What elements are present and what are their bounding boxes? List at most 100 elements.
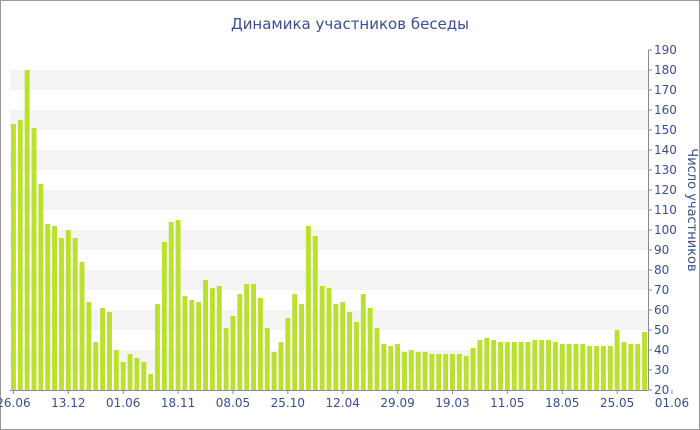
x-tick-label: 18.05 <box>545 396 579 410</box>
bar <box>161 242 167 390</box>
bar <box>189 300 195 390</box>
bar <box>566 344 572 390</box>
x-axis-ticks: 26.06 13.12 01.06 18.11 08.05 25.10 12.04 29.09… <box>0 390 689 410</box>
bar <box>285 318 291 390</box>
bar <box>621 342 627 390</box>
bar <box>203 280 208 390</box>
bar <box>86 302 92 390</box>
bar <box>45 224 51 390</box>
bar <box>401 352 407 390</box>
bar <box>299 304 305 390</box>
bar <box>504 342 510 390</box>
bar <box>93 342 99 390</box>
bar <box>278 342 284 390</box>
bar <box>422 352 428 390</box>
bar <box>374 328 380 390</box>
x-tick-label: 12.04 <box>326 396 360 410</box>
bar <box>148 374 154 390</box>
bar <box>141 362 147 390</box>
bar <box>546 340 551 390</box>
x-tick-label: 08.05 <box>216 396 250 410</box>
bar <box>594 346 600 390</box>
bar <box>491 340 497 390</box>
bar <box>415 352 421 390</box>
bar <box>31 128 37 390</box>
bar <box>196 302 202 390</box>
bar <box>511 342 517 390</box>
bar <box>347 312 353 390</box>
grid-band <box>10 110 648 130</box>
bar <box>251 284 257 390</box>
bar <box>470 348 476 390</box>
bar <box>484 338 490 390</box>
bar <box>155 304 160 390</box>
bar <box>463 356 469 390</box>
bar <box>518 342 524 390</box>
bar <box>120 362 126 390</box>
bar <box>573 344 579 390</box>
bar <box>353 322 359 390</box>
bar <box>319 286 325 390</box>
bar <box>628 344 634 390</box>
bars <box>10 70 648 390</box>
x-tick-label: 01.06 <box>106 396 140 410</box>
bar <box>264 328 270 390</box>
bar <box>477 340 483 390</box>
y-tick-label: 60 <box>654 303 669 317</box>
y-tick-label: 40 <box>654 343 669 357</box>
y-axis-label: Число участников <box>684 148 699 271</box>
bar <box>182 296 188 390</box>
bar <box>127 354 133 390</box>
bar <box>408 350 414 390</box>
bar <box>600 346 606 390</box>
bar <box>79 262 85 390</box>
x-tick-label: 19.03 <box>435 396 469 410</box>
y-tick-label: 70 <box>654 283 669 297</box>
bar <box>237 294 243 390</box>
y-tick-label: 180 <box>654 63 677 77</box>
x-tick-label: 01.06 <box>655 396 689 410</box>
y-tick-label: 100 <box>654 223 677 237</box>
bar <box>244 284 250 390</box>
bar <box>326 288 332 390</box>
bar <box>271 352 277 390</box>
bar <box>72 238 78 390</box>
bar <box>436 354 442 390</box>
bar <box>525 342 531 390</box>
y-axis-ticks: 20 30 40 50 60 70 80 90 100 110 120 130 140 150 160 170… <box>648 43 677 397</box>
grid-band <box>10 150 648 170</box>
bar <box>539 340 545 390</box>
bar <box>388 346 394 390</box>
y-tick-label: 80 <box>654 263 669 277</box>
bar <box>395 344 401 390</box>
bar <box>360 294 366 390</box>
bar <box>230 316 236 390</box>
bar <box>65 230 71 390</box>
y-tick-label: 150 <box>654 123 677 137</box>
bar <box>443 354 449 390</box>
bar <box>580 344 586 390</box>
bar <box>312 236 318 390</box>
bar <box>216 286 222 390</box>
bar <box>367 308 373 390</box>
grid-band <box>10 190 648 210</box>
bar <box>333 304 339 390</box>
bar <box>58 238 64 390</box>
bar <box>257 298 263 390</box>
y-tick-label: 170 <box>654 83 677 97</box>
bar <box>168 222 174 390</box>
bar <box>52 226 58 390</box>
bar <box>38 184 44 390</box>
bar <box>292 294 298 390</box>
bar <box>552 342 558 390</box>
y-tick-label: 110 <box>654 203 677 217</box>
bar <box>305 226 311 390</box>
x-tick-label: 11.05 <box>490 396 524 410</box>
y-tick-label: 120 <box>654 183 677 197</box>
y-tick-label: 140 <box>654 143 677 157</box>
bar <box>17 120 23 390</box>
bar <box>100 308 106 390</box>
y-tick-label: 130 <box>654 163 677 177</box>
bar <box>24 70 30 390</box>
y-tick-label: 190 <box>654 43 677 57</box>
